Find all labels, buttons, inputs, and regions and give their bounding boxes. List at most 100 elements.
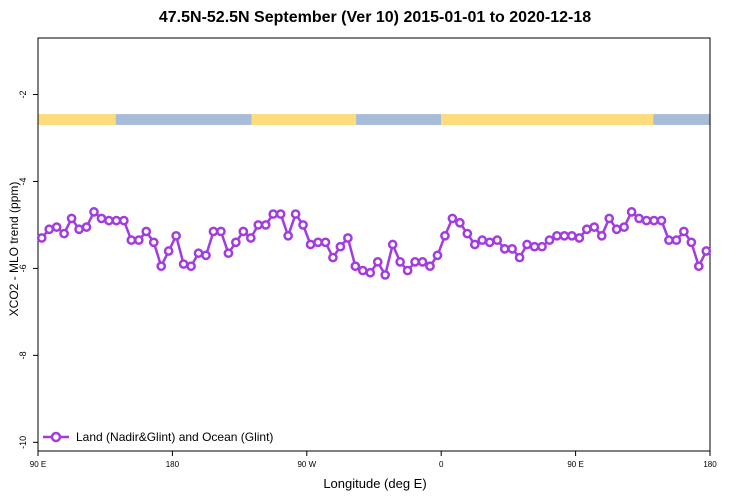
- data-point: [671, 235, 682, 246]
- data-point: [574, 233, 585, 243]
- data-point: [380, 270, 391, 280]
- data-point: [126, 235, 137, 246]
- strip-segment-ocean: [115, 114, 252, 125]
- data-point: [290, 209, 301, 219]
- data-point: [208, 226, 219, 237]
- data-point: [693, 261, 704, 272]
- data-point: [507, 243, 517, 254]
- data-point: [328, 252, 338, 263]
- axes: 90 E 180 90 W 0 90 E 180 -2 -4 -6 -8 -10: [18, 37, 717, 469]
- data-point: [268, 209, 279, 219]
- x-tick-label: 90 W: [297, 460, 316, 469]
- data-point: [492, 235, 503, 246]
- data-point: [178, 259, 189, 269]
- data-point: [469, 239, 480, 250]
- data-point: [701, 246, 712, 256]
- data-point: [649, 215, 659, 226]
- data-point: [96, 213, 107, 224]
- data-point: [141, 226, 152, 237]
- data-point: [440, 230, 450, 241]
- data-point: [193, 248, 204, 259]
- data-point: [529, 241, 540, 252]
- x-tick-label: 90 E: [567, 460, 583, 469]
- data-point: [238, 226, 249, 237]
- data-point: [343, 233, 353, 243]
- data-point: [119, 215, 129, 226]
- data-point: [186, 261, 196, 272]
- strip-segment-ocean: [653, 114, 710, 125]
- data-point: [51, 222, 62, 232]
- legend-swatch-icon: [43, 431, 69, 443]
- data-point: [231, 237, 241, 248]
- data-point: [171, 230, 181, 241]
- data-point: [537, 241, 547, 252]
- data-point: [447, 213, 458, 224]
- strip-segment-ocean: [356, 114, 442, 125]
- data-point: [634, 213, 644, 224]
- data-point: [283, 230, 293, 241]
- data-point: [260, 220, 271, 230]
- data-point: [514, 252, 525, 263]
- data-point: [596, 230, 607, 241]
- data-point: [59, 228, 69, 239]
- data-point: [455, 217, 465, 228]
- data-point: [335, 241, 346, 252]
- series-layer: [36, 207, 712, 280]
- data-point: [74, 224, 84, 235]
- data-point: [245, 233, 256, 243]
- data-point: [581, 224, 592, 235]
- data-point: [387, 239, 398, 250]
- x-tick-label: 0: [439, 460, 444, 469]
- data-point: [432, 250, 443, 261]
- x-tick-label: 180: [703, 460, 717, 469]
- data-point: [298, 220, 308, 230]
- data-point: [357, 265, 368, 276]
- data-point: [619, 222, 629, 232]
- x-tick-label: 180: [166, 460, 180, 469]
- data-point: [81, 222, 92, 232]
- data-point: [552, 230, 562, 241]
- y-tick-label: -2: [18, 91, 28, 99]
- data-point: [133, 235, 144, 246]
- data-point: [372, 257, 383, 267]
- data-point: [559, 230, 570, 241]
- x-axis-label: Longitude (deg E): [323, 476, 427, 491]
- data-point: [305, 239, 316, 250]
- data-point: [499, 243, 510, 254]
- data-point: [66, 213, 77, 224]
- data-point: [275, 209, 286, 219]
- data-point: [111, 215, 122, 226]
- data-point: [544, 235, 555, 246]
- y-tick-label: -4: [18, 177, 28, 185]
- data-point: [679, 226, 689, 237]
- data-point: [589, 222, 600, 232]
- data-point: [156, 261, 167, 272]
- y-axis-label: XCO2 - MLO trend (ppm): [7, 181, 21, 317]
- data-point: [641, 215, 652, 226]
- data-point: [148, 237, 159, 248]
- data-point: [36, 233, 47, 243]
- data-point: [484, 237, 495, 248]
- data-point: [253, 220, 264, 230]
- data-point: [163, 246, 174, 256]
- land-ocean-strip: [38, 114, 710, 125]
- data-point: [89, 207, 99, 217]
- strip-segment-land: [251, 114, 357, 125]
- strip-segment-land: [441, 114, 654, 125]
- data-point: [626, 207, 637, 217]
- data-point: [395, 257, 405, 267]
- data-point: [350, 261, 361, 272]
- data-point: [44, 224, 55, 235]
- legend: Land (Nadir&Glint) and Ocean (Glint): [42, 428, 273, 446]
- data-point: [462, 228, 473, 239]
- legend-label: Land (Nadir&Glint) and Ocean (Glint): [76, 430, 274, 444]
- chart-title: 47.5N-52.5N September (Ver 10) 2015-01-0…: [158, 9, 592, 26]
- data-point: [365, 267, 376, 278]
- data-point: [656, 215, 667, 226]
- x-tick-label: 90 E: [30, 460, 46, 469]
- data-point: [313, 237, 323, 248]
- data-point: [604, 213, 615, 224]
- y-tick-label: -10: [18, 436, 28, 449]
- data-point: [410, 257, 420, 267]
